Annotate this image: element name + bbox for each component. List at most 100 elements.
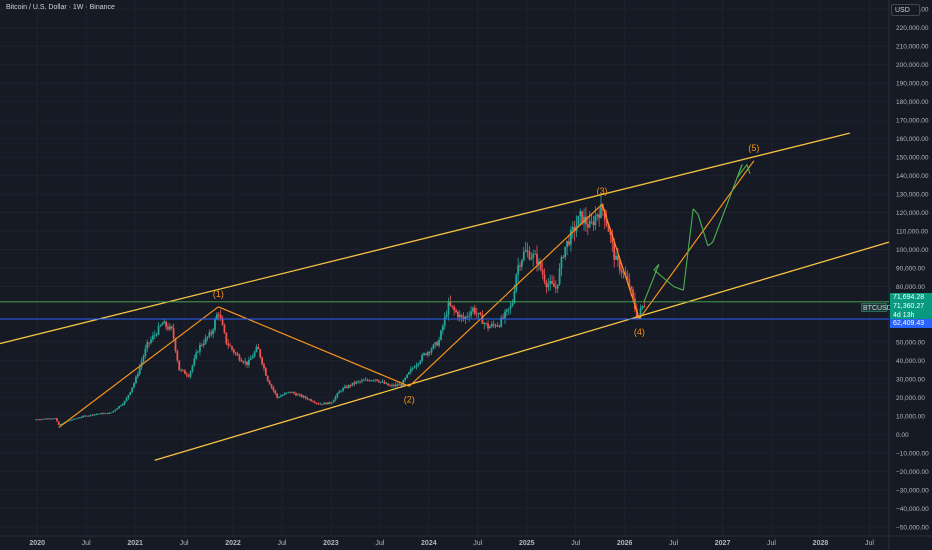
candle-body (193, 358, 196, 366)
candle-body (118, 406, 120, 409)
candle-body (515, 274, 518, 291)
symbol-title[interactable]: Bitcoin / U.S. Dollar · 1W · Binance (6, 4, 115, 11)
projection-segment (736, 164, 743, 178)
currency-button[interactable]: USD (891, 4, 920, 16)
candle-body (641, 305, 644, 309)
candle-body (42, 418, 45, 420)
candle-body (95, 414, 98, 415)
candle-body (80, 417, 83, 418)
candle-body (436, 342, 439, 346)
candle-body (191, 365, 194, 372)
candle-body (468, 315, 471, 317)
candle-body (628, 279, 631, 287)
candle-body (609, 231, 612, 235)
candle-body (423, 353, 425, 356)
projection-segment (653, 269, 674, 287)
candle-body (583, 216, 585, 224)
candle-body (278, 397, 280, 398)
candle-body (225, 332, 228, 344)
candle-body (114, 409, 117, 411)
candle-body (82, 415, 85, 418)
candle-body (170, 326, 173, 329)
candle-body (551, 281, 553, 284)
channel-lines (0, 132, 890, 461)
candle-body (281, 394, 284, 396)
price-axis[interactable]: 230,000.00220,000.00210,000.00200,000.00… (896, 7, 929, 532)
wave-labels: (1) (2) (3) (4) (5) (213, 143, 760, 404)
x-tick-label: Jul (865, 540, 874, 547)
projection-path (643, 164, 751, 302)
current-price-value: 71,694.28 (893, 294, 925, 301)
candle-body (319, 403, 322, 405)
candle-body (545, 281, 548, 288)
candle-body (577, 216, 580, 226)
candle-body (349, 385, 352, 386)
candle-body (398, 384, 401, 386)
candle-body (364, 379, 367, 381)
y-tick-label: 130,000.00 (896, 192, 929, 199)
candle-body (494, 324, 497, 327)
candle-body (99, 413, 102, 415)
projection-segment (673, 285, 684, 291)
candle-body (464, 316, 467, 320)
candle-body (611, 234, 614, 243)
candle-body (266, 375, 269, 381)
y-tick-label: 160,000.00 (896, 136, 929, 143)
projection-segment (653, 263, 660, 271)
candle-body (537, 261, 540, 265)
time-axis[interactable]: 2020 Jul 2021 Jul 2022 Jul 2023 Jul 2024 Jul 2025 J… (29, 540, 874, 547)
candle-body (255, 346, 258, 352)
y-tick-label: 200,000.00 (896, 62, 929, 69)
x-tick-label: Jul (669, 540, 678, 547)
candle-body (522, 251, 525, 261)
candle-body (387, 383, 390, 386)
wave-label: (1) (213, 289, 224, 299)
candle-body (415, 365, 418, 368)
candle-body (296, 394, 299, 396)
y-tick-label: 220,000.00 (896, 25, 929, 32)
candle-body (234, 352, 237, 354)
candle-body (174, 338, 177, 351)
candle-body (236, 353, 239, 356)
candle-body (261, 357, 263, 365)
candle-body (547, 284, 550, 288)
wave-segment (638, 160, 755, 320)
candle-body (144, 348, 147, 357)
candle-body (148, 342, 151, 344)
candle-body (379, 381, 382, 383)
candle-body (556, 284, 559, 289)
candle-body (59, 424, 62, 426)
candle-body (180, 369, 183, 371)
candle-body (142, 356, 145, 362)
candle-body (566, 240, 569, 247)
candle-body (244, 361, 247, 363)
candle-body (404, 377, 407, 381)
candle-body (321, 403, 324, 405)
candle-body (492, 324, 495, 325)
candle-body (57, 421, 60, 426)
candle-body (104, 412, 107, 414)
candle-body (626, 276, 629, 280)
candle-body (306, 398, 309, 400)
candle-body (310, 399, 312, 402)
projection-segment (736, 164, 748, 178)
candle-body (549, 281, 552, 285)
current-price-tag: 71,694.28 71,360.27 4d 13h (890, 293, 932, 320)
candle-body (210, 332, 213, 334)
candle-body (76, 417, 79, 419)
candle-body (588, 221, 591, 228)
candle-body (340, 390, 343, 392)
candle-body (460, 314, 463, 317)
candle-body (528, 251, 531, 260)
y-tick-label: 80,000.00 (896, 284, 925, 291)
candle-body (300, 394, 303, 398)
candle-body (136, 374, 139, 377)
candle-body (453, 306, 456, 311)
candle-body (276, 393, 279, 398)
candle-body (441, 325, 444, 331)
candle-body (150, 339, 152, 343)
candle-body (564, 246, 567, 258)
candle-body (472, 307, 474, 312)
candle-body (223, 325, 226, 333)
